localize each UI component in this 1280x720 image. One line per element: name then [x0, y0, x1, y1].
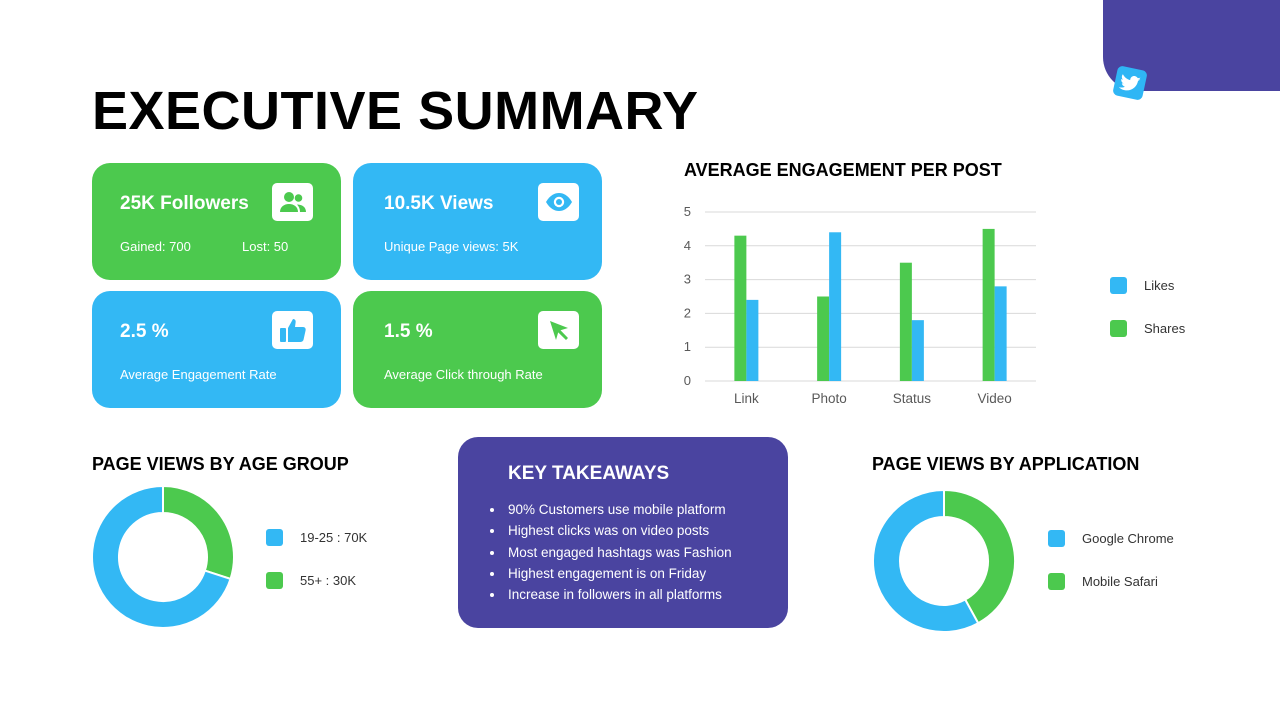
legend-shares-label: Shares: [1144, 321, 1186, 336]
x-tick-label: Status: [893, 391, 932, 406]
y-tick-label: 4: [684, 238, 691, 253]
donut-slice: [91, 484, 232, 629]
bar-likes: [746, 299, 759, 381]
legend-chrome-label: Google Chrome: [1082, 531, 1174, 546]
donut-slice: [872, 488, 980, 633]
bar-shares: [734, 235, 747, 381]
engagement-card: 2.5 % Average Engagement Rate: [92, 291, 341, 408]
legend-chrome-swatch: [1048, 530, 1065, 547]
click-title: 1.5 %: [384, 321, 433, 342]
legend-age-19-25: 19-25 : 70K: [266, 529, 367, 546]
bar-chart: 0 1 2 3 4 5 Link Photo Status Video: [684, 204, 1036, 406]
age-chart-title: PAGE VIEWS BY AGE GROUP: [92, 454, 349, 474]
key-takeaways-title: KEY TAKEAWAYS: [508, 463, 670, 484]
donut-slice: [943, 488, 1016, 625]
takeaway-item: Highest clicks was on video posts: [490, 520, 732, 541]
views-sub: Unique Page views: 5K: [384, 239, 519, 254]
legend-shares: Shares: [1110, 320, 1185, 337]
takeaway-item: 90% Customers use mobile platform: [490, 499, 732, 520]
legend-safari-swatch: [1048, 573, 1065, 590]
takeaway-item: Most engaged hashtags was Fashion: [490, 542, 732, 563]
legend-likes-label: Likes: [1144, 278, 1175, 293]
followers-lost: Lost: 50: [242, 239, 289, 254]
legend-likes-swatch: [1110, 277, 1127, 294]
legend-age-55: 55+ : 30K: [266, 572, 356, 589]
legend-safari: Mobile Safari: [1048, 573, 1158, 590]
takeaway-item: Increase in followers in all platforms: [490, 584, 732, 605]
page-title: EXECUTIVE SUMMARY: [92, 81, 699, 141]
key-takeaways-list: 90% Customers use mobile platform Highes…: [490, 499, 732, 605]
click-sub: Average Click through Rate: [384, 367, 543, 382]
y-tick-label: 0: [684, 373, 691, 388]
followers-title: 25K Followers: [120, 193, 249, 214]
age-donut-chart: [91, 484, 235, 629]
engagement-title: 2.5 %: [120, 321, 169, 342]
bar-likes: [911, 320, 924, 381]
views-title: 10.5K Views: [384, 193, 494, 214]
y-tick-label: 2: [684, 305, 691, 320]
app-donut-chart: [872, 488, 1016, 633]
bar-likes: [994, 286, 1007, 381]
legend-age-55-swatch: [266, 572, 283, 589]
legend-age-19-25-swatch: [266, 529, 283, 546]
bar-shares: [817, 296, 830, 381]
bar-likes: [829, 232, 842, 381]
donut-slice: [162, 484, 235, 581]
legend-age-19-25-label: 19-25 : 70K: [300, 530, 368, 545]
legend-shares-swatch: [1110, 320, 1127, 337]
engagement-sub: Average Engagement Rate: [120, 367, 277, 382]
x-tick-label: Link: [734, 391, 759, 406]
y-tick-label: 1: [684, 339, 691, 354]
twitter-bird-icon: [1112, 65, 1148, 101]
y-tick-label: 5: [684, 204, 691, 219]
views-card: 10.5K Views Unique Page views: 5K: [353, 163, 602, 280]
legend-age-55-label: 55+ : 30K: [300, 573, 357, 588]
eye-icon: [538, 183, 579, 221]
click-card: 1.5 % Average Click through Rate: [353, 291, 602, 408]
cursor-icon: [538, 311, 579, 349]
bar-shares: [982, 228, 995, 381]
x-tick-label: Photo: [811, 391, 846, 406]
thumbs-up-icon: [272, 311, 313, 349]
takeaway-item: Highest engagement is on Friday: [490, 563, 732, 584]
followers-gained: Gained: 700: [120, 239, 191, 254]
bar-shares: [899, 262, 912, 381]
bar-chart-title: AVERAGE ENGAGEMENT PER POST: [684, 160, 1002, 180]
followers-card: 25K Followers Gained: 700 Lost: 50: [92, 163, 341, 280]
legend-safari-label: Mobile Safari: [1082, 574, 1158, 589]
legend-chrome: Google Chrome: [1048, 530, 1174, 547]
x-tick-label: Video: [977, 391, 1011, 406]
legend-likes: Likes: [1110, 277, 1174, 294]
app-chart-title: PAGE VIEWS BY APPLICATION: [872, 454, 1140, 474]
key-takeaways-panel: KEY TAKEAWAYS 90% Customers use mobile p…: [458, 437, 788, 628]
y-tick-label: 3: [684, 272, 691, 287]
users-icon: [272, 183, 313, 221]
